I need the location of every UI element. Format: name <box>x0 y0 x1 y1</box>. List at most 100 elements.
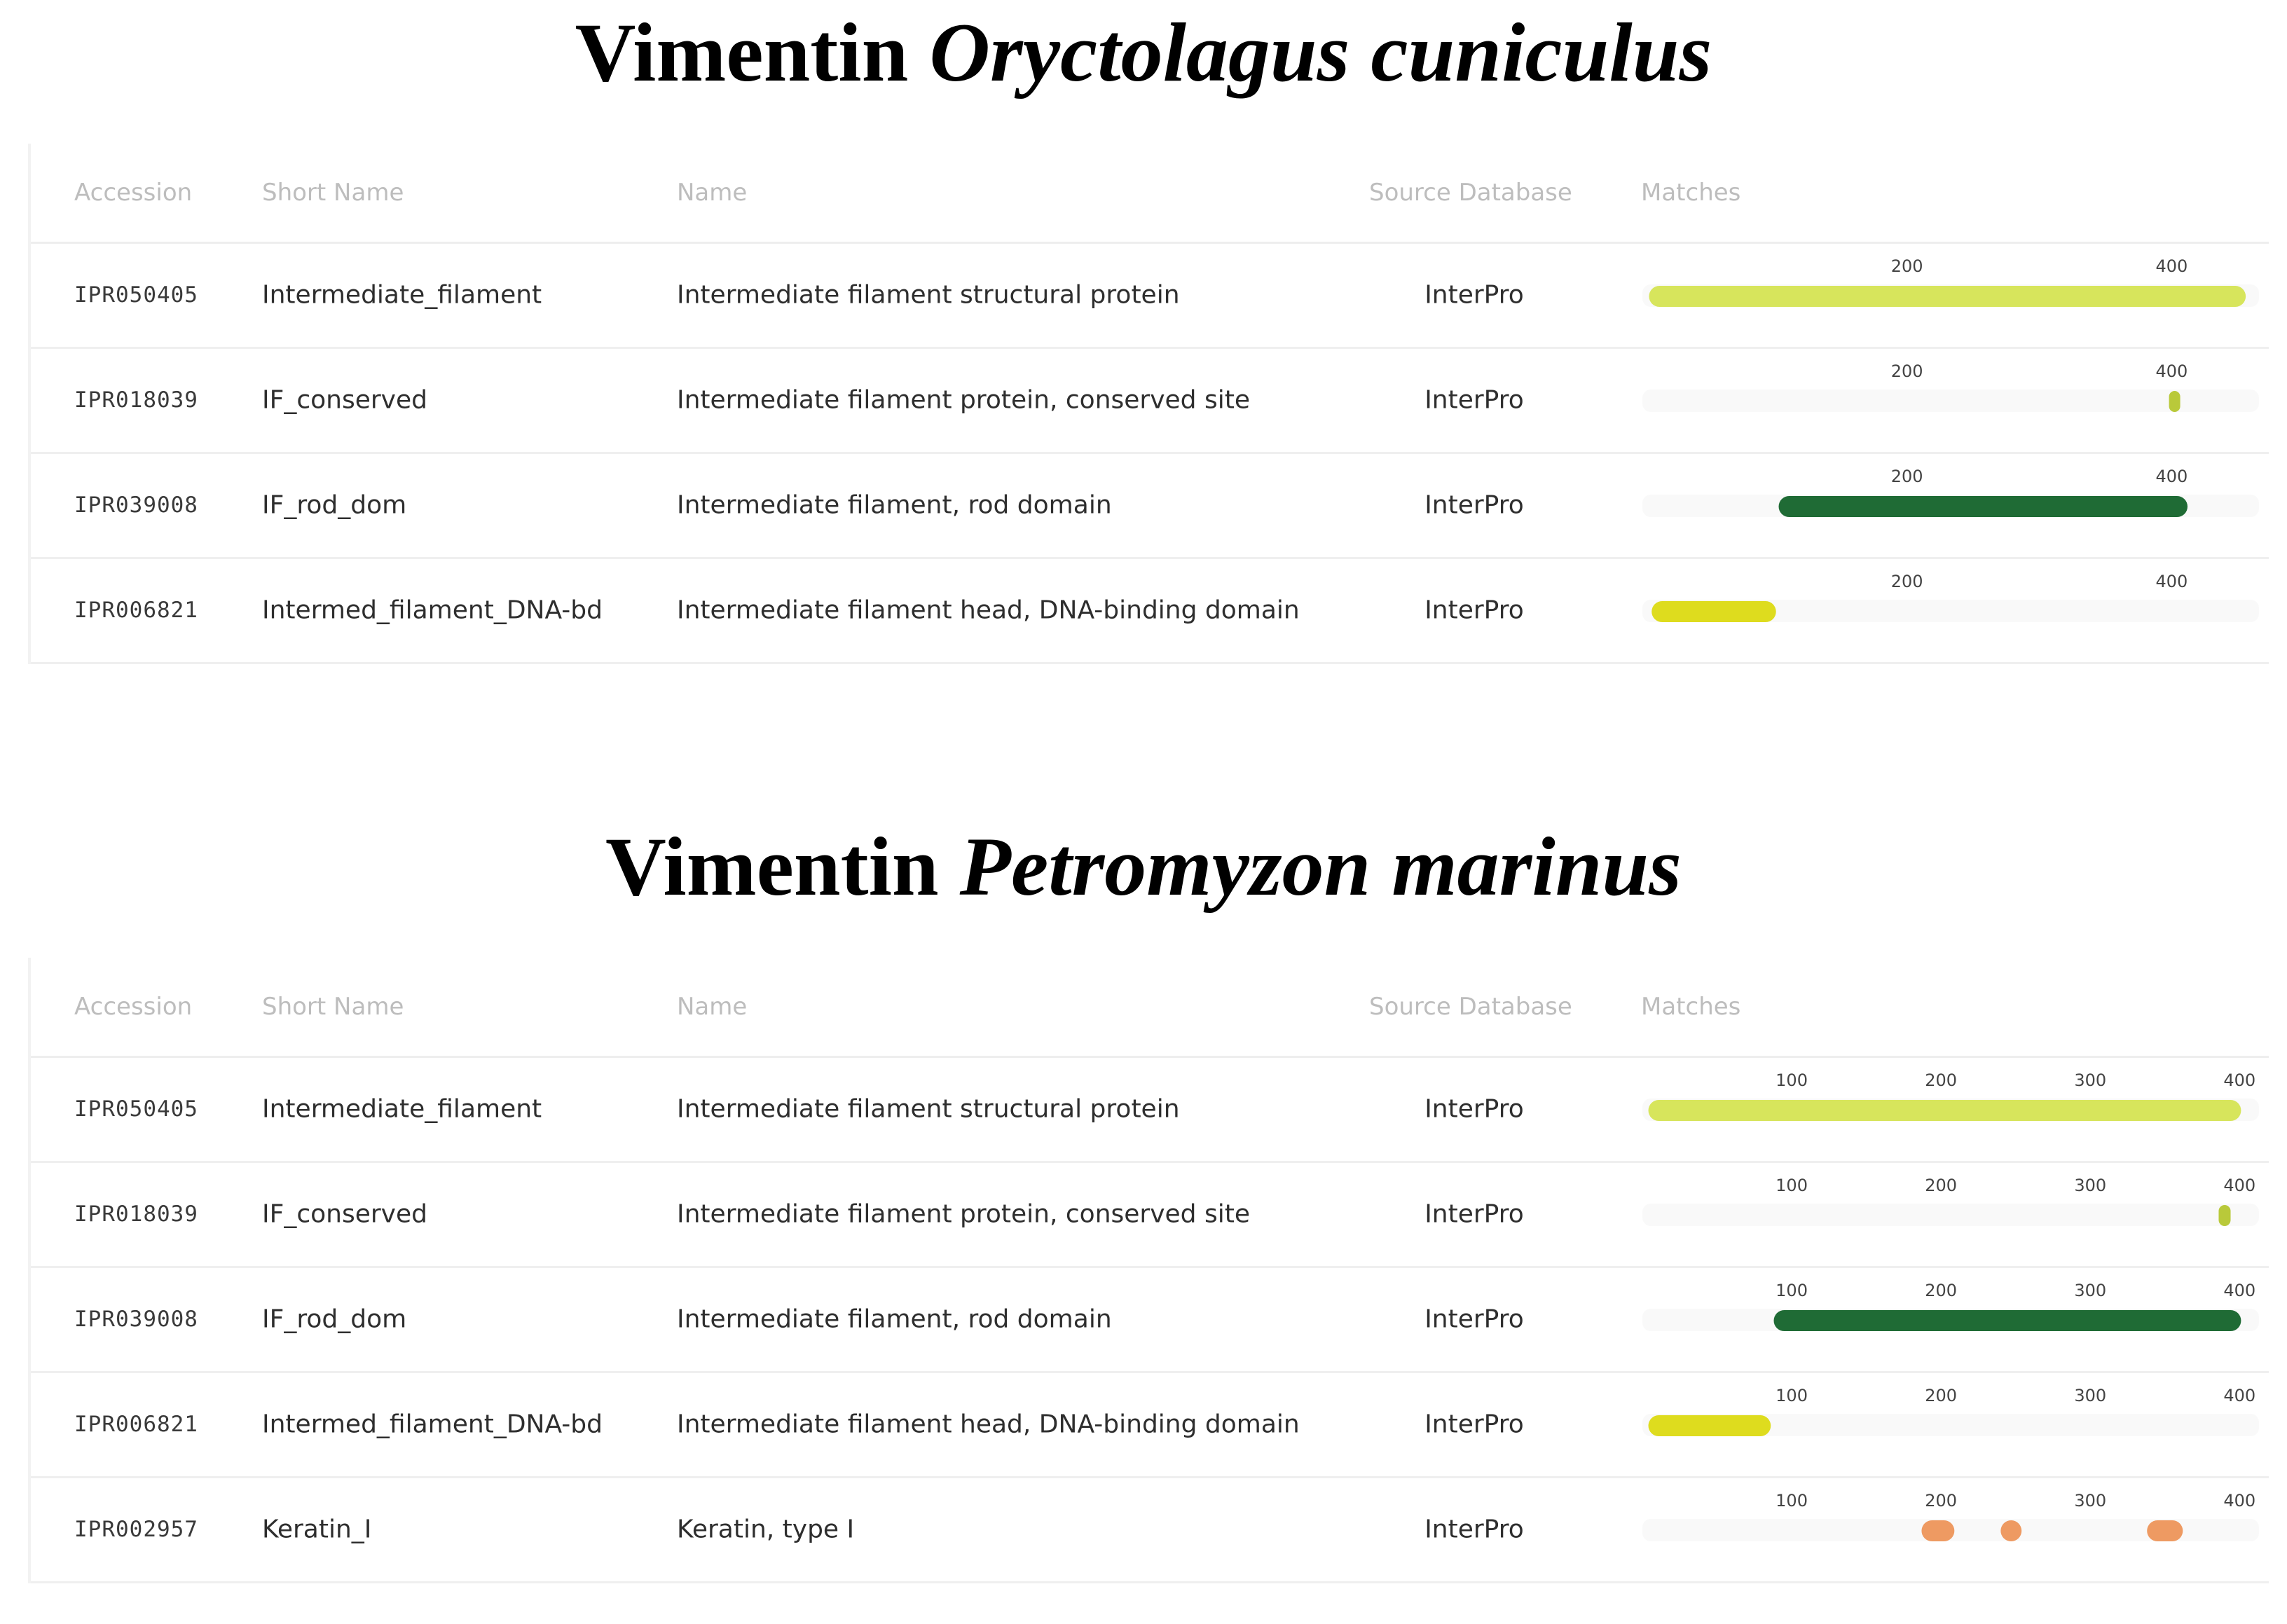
table-row[interactable]: IPR050405 Intermediate_filament Intermedia… <box>31 1058 2269 1163</box>
match-bar[interactable] <box>1648 1415 1771 1436</box>
short-name-link[interactable]: Intermed_filament_DNA-bd <box>262 1410 603 1439</box>
source-database: InterPro <box>1424 1094 1524 1124</box>
axis-tick-label: 100 <box>1776 1176 1808 1195</box>
title-species: Petromyzon marinus <box>959 820 1682 913</box>
table-row[interactable]: IPR039008 IF_rod_dom Intermediate filament… <box>31 1268 2269 1373</box>
axis-tick-label: 300 <box>2074 1491 2106 1511</box>
entry-name-link[interactable]: Intermediate filament, rod domain <box>677 1305 1112 1334</box>
match-bar[interactable] <box>1651 601 1776 622</box>
entry-name-link[interactable]: Intermediate filament protein, conserved… <box>677 1199 1250 1229</box>
short-name-link[interactable]: Intermediate_filament <box>262 1094 542 1124</box>
entry-name-link[interactable]: Intermediate filament structural protein <box>677 280 1180 310</box>
axis-tick-label: 300 <box>2074 1071 2106 1090</box>
panel-title: Vimentin Oryctolagus cuniculus <box>0 0 2287 119</box>
track-background <box>1642 600 2259 622</box>
match-track[interactable]: 200 400 <box>1642 349 2259 452</box>
table-row[interactable]: IPR018039 IF_conserved Intermediate filame… <box>31 1163 2269 1268</box>
short-name-link[interactable]: IF_conserved <box>262 1199 427 1229</box>
entry-name-link[interactable]: Intermediate filament structural protein <box>677 1094 1180 1124</box>
table-row[interactable]: IPR039008 IF_rod_dom Intermediate filament… <box>31 454 2269 559</box>
accession-link[interactable]: IPR039008 <box>74 1307 198 1332</box>
header-accession[interactable]: Accession <box>74 993 193 1021</box>
header-short-name[interactable]: Short Name <box>262 179 404 207</box>
table-row[interactable]: IPR050405 Intermediate_filament Intermedia… <box>31 244 2269 349</box>
table-row[interactable]: IPR018039 IF_conserved Intermediate filame… <box>31 349 2269 454</box>
header-name[interactable]: Name <box>677 179 748 207</box>
axis-tick-label: 400 <box>2223 1281 2255 1300</box>
axis-tick-label: 100 <box>1776 1386 1808 1405</box>
match-bar[interactable] <box>2169 391 2180 412</box>
short-name-link[interactable]: Intermediate_filament <box>262 280 542 310</box>
track-background <box>1642 1414 2259 1436</box>
header-short-name[interactable]: Short Name <box>262 993 404 1021</box>
table-row[interactable]: IPR002957 Keratin_I Keratin, type I InterPr… <box>31 1478 2269 1583</box>
match-track[interactable]: 100 200 300 400 <box>1642 1478 2259 1581</box>
match-bar[interactable] <box>1778 496 2188 517</box>
entry-name-link[interactable]: Intermediate filament head, DNA-binding … <box>677 596 1300 625</box>
axis-tick-label: 400 <box>2155 467 2188 486</box>
header-source-database[interactable]: Source Database <box>1369 179 1572 207</box>
track-background <box>1642 1204 2259 1226</box>
table-body: IPR050405 Intermediate_filament Intermedia… <box>31 244 2269 664</box>
panel-title: Vimentin Petromyzon marinus <box>0 814 2287 933</box>
accession-link[interactable]: IPR039008 <box>74 493 198 518</box>
title-species: Oryctolagus cuniculus <box>929 6 1712 99</box>
accession-link[interactable]: IPR006821 <box>74 1412 198 1437</box>
header-name[interactable]: Name <box>677 993 748 1021</box>
table-header: Accession Short Name Name Source Databas… <box>31 958 2269 1058</box>
axis-tick-label: 400 <box>2223 1491 2255 1511</box>
match-track[interactable]: 100 200 300 400 <box>1642 1268 2259 1371</box>
short-name-link[interactable]: Intermed_filament_DNA-bd <box>262 596 603 625</box>
axis-tick-label: 200 <box>1891 362 1923 381</box>
short-name-link[interactable]: IF_rod_dom <box>262 1305 407 1334</box>
short-name-link[interactable]: IF_rod_dom <box>262 490 407 520</box>
axis-tick-label: 300 <box>2074 1176 2106 1195</box>
entry-name-link[interactable]: Intermediate filament head, DNA-binding … <box>677 1410 1300 1439</box>
match-bar[interactable] <box>1773 1310 2241 1331</box>
source-database: InterPro <box>1424 1199 1524 1229</box>
axis-tick-label: 200 <box>1925 1491 1957 1511</box>
axis-tick-label: 200 <box>1925 1071 1957 1090</box>
match-track[interactable]: 200 400 <box>1642 454 2259 557</box>
axis-tick-label: 200 <box>1891 256 1923 276</box>
entry-name-link[interactable]: Intermediate filament protein, conserved… <box>677 385 1250 415</box>
axis-tick-label: 400 <box>2223 1386 2255 1405</box>
match-bar[interactable] <box>2147 1520 2183 1541</box>
header-matches: Matches <box>1641 179 1741 207</box>
axis-tick-label: 100 <box>1776 1281 1808 1300</box>
header-accession[interactable]: Accession <box>74 179 193 207</box>
accession-link[interactable]: IPR050405 <box>74 282 198 308</box>
match-bar[interactable] <box>1648 1100 2241 1121</box>
table-row[interactable]: IPR006821 Intermed_filament_DNA-bd Interme… <box>31 1373 2269 1478</box>
entry-name-link[interactable]: Intermediate filament, rod domain <box>677 490 1112 520</box>
match-bar[interactable] <box>2000 1520 2022 1541</box>
table-header: Accession Short Name Name Source Databas… <box>31 144 2269 244</box>
match-bar[interactable] <box>2218 1205 2231 1226</box>
match-track[interactable]: 200 400 <box>1642 559 2259 662</box>
short-name-link[interactable]: Keratin_I <box>262 1515 372 1544</box>
axis-tick-label: 100 <box>1776 1071 1808 1090</box>
track-background <box>1642 390 2259 412</box>
axis-tick-label: 200 <box>1925 1281 1957 1300</box>
match-bar[interactable] <box>1921 1520 1955 1541</box>
source-database: InterPro <box>1424 490 1524 520</box>
source-database: InterPro <box>1424 280 1524 310</box>
accession-link[interactable]: IPR018039 <box>74 387 198 413</box>
entry-name-link[interactable]: Keratin, type I <box>677 1515 855 1544</box>
accession-link[interactable]: IPR002957 <box>74 1517 198 1542</box>
header-source-database[interactable]: Source Database <box>1369 993 1572 1021</box>
table-row[interactable]: IPR006821 Intermed_filament_DNA-bd Interme… <box>31 559 2269 664</box>
matches-table: Accession Short Name Name Source Databas… <box>28 144 2269 664</box>
accession-link[interactable]: IPR018039 <box>74 1202 198 1227</box>
accession-link[interactable]: IPR050405 <box>74 1096 198 1122</box>
axis-tick-label: 100 <box>1776 1491 1808 1511</box>
accession-link[interactable]: IPR006821 <box>74 598 198 623</box>
source-database: InterPro <box>1424 1410 1524 1439</box>
match-track[interactable]: 200 400 <box>1642 244 2259 347</box>
match-track[interactable]: 100 200 300 400 <box>1642 1163 2259 1266</box>
match-bar[interactable] <box>1649 286 2246 307</box>
match-track[interactable]: 100 200 300 400 <box>1642 1058 2259 1161</box>
match-track[interactable]: 100 200 300 400 <box>1642 1373 2259 1476</box>
axis-tick-label: 400 <box>2155 572 2188 591</box>
short-name-link[interactable]: IF_conserved <box>262 385 427 415</box>
